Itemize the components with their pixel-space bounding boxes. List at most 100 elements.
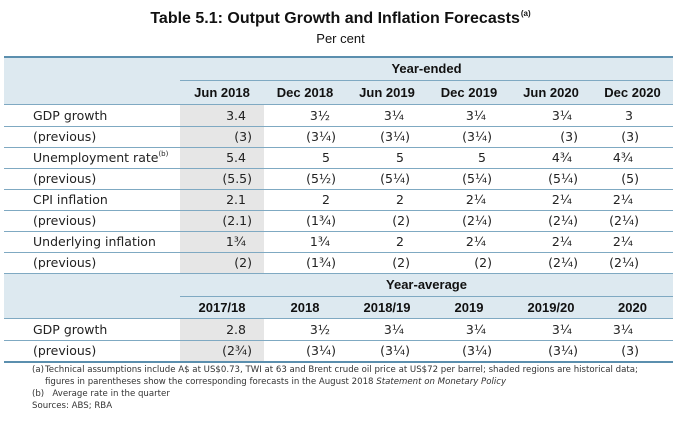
cell: (3) <box>560 129 578 144</box>
cell: (3¼) <box>306 129 336 144</box>
cell: 2¼ <box>612 234 633 249</box>
footnote-a-line1: Technical assumptions include A$ at US$0… <box>45 365 638 375</box>
col-header: 2019 <box>454 300 484 315</box>
cell: 5 <box>478 150 486 165</box>
row-rule <box>4 210 673 211</box>
cell: 1¾ <box>225 234 246 249</box>
cell: (2¼) <box>609 255 639 270</box>
top-rule <box>4 56 673 58</box>
title-text: Table 5.1: Output Growth and Inflation F… <box>150 10 520 27</box>
cell: 5.4 <box>226 150 246 165</box>
cell: 1¾ <box>309 234 330 249</box>
bottom-rule <box>4 361 673 363</box>
row-rule <box>4 126 673 127</box>
cell: (2) <box>234 255 252 270</box>
row-rule <box>4 147 673 148</box>
cell: (1¾) <box>306 255 336 270</box>
cell: 3¼ <box>383 108 404 123</box>
cell: 2 <box>396 192 404 207</box>
row-rule <box>4 168 673 169</box>
row-rule <box>4 340 673 341</box>
row-label: (previous) <box>33 129 97 144</box>
row-label: (previous) <box>33 255 97 270</box>
footnote-a-line2: figures in parentheses show the correspo… <box>45 377 374 387</box>
header-rule <box>4 104 673 105</box>
col-header: 2020 <box>618 300 647 315</box>
cell: 4¾ <box>612 150 633 165</box>
col-header: 2017/18 <box>198 300 246 315</box>
col-header: Jun 2019 <box>359 85 415 100</box>
cell: (3) <box>621 343 639 358</box>
cell: 2¼ <box>551 234 572 249</box>
cell: (3¼) <box>380 129 410 144</box>
row-label: Underlying inflation <box>33 234 156 249</box>
cell: (5½) <box>306 171 336 186</box>
cell: 3¼ <box>465 322 486 337</box>
cell: (5) <box>621 171 639 186</box>
cell: 2 <box>322 192 330 207</box>
cell: 3¼ <box>465 108 486 123</box>
cell: 2¼ <box>465 192 486 207</box>
col-header: Dec 2019 <box>440 85 498 100</box>
cell: 2¼ <box>465 234 486 249</box>
row-rule <box>4 252 673 253</box>
year-ended-group-label: Year-ended <box>391 61 462 76</box>
cell: (3¼) <box>548 343 578 358</box>
cell: 2.8 <box>226 322 246 337</box>
cell: 2¼ <box>551 192 572 207</box>
row-label: GDP growth <box>33 108 108 123</box>
cell: (2¼) <box>548 213 578 228</box>
footnote-a: (a)Technical assumptions include A$ at U… <box>32 364 672 376</box>
col-header: Dec 2020 <box>604 85 661 100</box>
row-label: (previous) <box>33 343 97 358</box>
cell: 2 <box>396 234 404 249</box>
publication-title: Statement on Monetary Policy <box>376 377 507 387</box>
cell: 3½ <box>309 108 330 123</box>
col-header: 2018/19 <box>363 300 411 315</box>
cell: (5¼) <box>548 171 578 186</box>
row-rule <box>4 189 673 190</box>
row-label: GDP growth <box>33 322 108 337</box>
year-average-group-label: Year-average <box>386 277 467 292</box>
year-ended-group-rule <box>180 80 673 81</box>
cell: (2¾) <box>222 343 252 358</box>
cell: 2.1 <box>226 192 246 207</box>
cell: (3¼) <box>462 343 492 358</box>
cell: (2¼) <box>548 255 578 270</box>
footnote-b: (b) Average rate in the quarter <box>32 389 170 399</box>
cell: 3¼ <box>551 108 572 123</box>
col-header: Dec 2018 <box>276 85 334 100</box>
col-header: 2018 <box>290 300 320 315</box>
footnote-marker: (b) <box>158 150 169 158</box>
section-rule <box>4 273 673 274</box>
footnote-a-continued: figures in parentheses show the correspo… <box>32 376 672 388</box>
cell: (3¼) <box>306 343 336 358</box>
cell: (5¼) <box>462 171 492 186</box>
cell: 3.4 <box>226 108 246 123</box>
row-label: Unemployment rate(b) <box>33 150 168 165</box>
year-ended-header-band <box>4 58 673 104</box>
col-header: Jun 2018 <box>194 85 250 100</box>
row-label: (previous) <box>33 171 97 186</box>
cell: 3¼ <box>383 322 404 337</box>
header-rule <box>4 318 673 319</box>
cell: (5.5) <box>222 171 252 186</box>
cell: (2) <box>392 213 410 228</box>
cell: (5¼) <box>380 171 410 186</box>
cell: 3 <box>625 108 633 123</box>
table-subtitle: Per cent <box>316 31 365 46</box>
cell: 3¼ <box>612 322 633 337</box>
cell: 3½ <box>309 322 330 337</box>
row-rule <box>4 231 673 232</box>
cell: 5 <box>322 150 330 165</box>
cell: (3) <box>621 129 639 144</box>
table-title: Table 5.1: Output Growth and Inflation F… <box>0 9 681 28</box>
cell: (3¼) <box>380 343 410 358</box>
year-average-group-rule <box>180 296 673 297</box>
row-label-text: Unemployment rate <box>33 150 159 165</box>
cell: (2¼) <box>609 213 639 228</box>
cell: 5 <box>396 150 404 165</box>
cell: (1¾) <box>306 213 336 228</box>
footnotes: (a)Technical assumptions include A$ at U… <box>32 364 672 412</box>
col-header: Jun 2020 <box>523 85 579 100</box>
